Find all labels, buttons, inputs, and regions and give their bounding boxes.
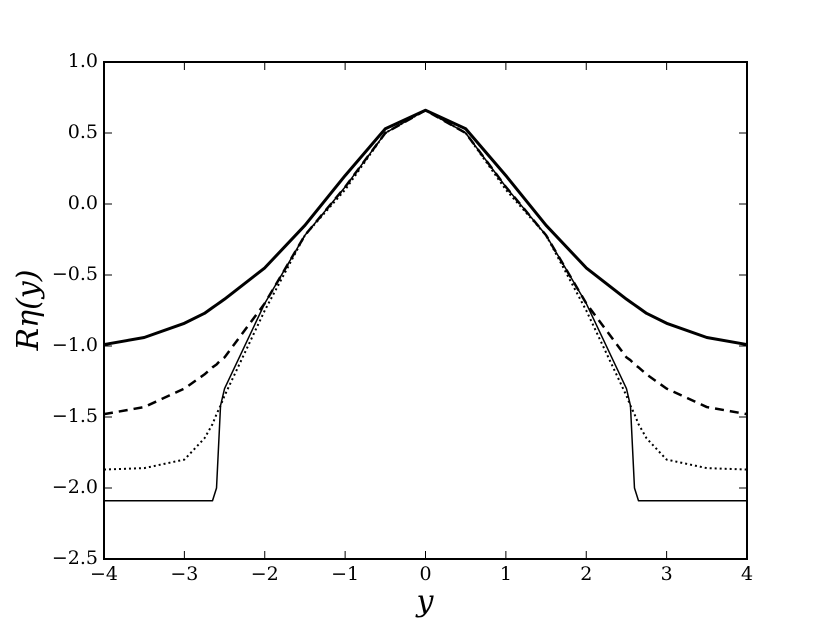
y-tick-label: −1.0 bbox=[52, 334, 98, 356]
x-tick-label: 4 bbox=[741, 563, 753, 585]
y-tick-label: −2.5 bbox=[52, 547, 98, 569]
y-tick-label: 0.5 bbox=[68, 121, 98, 143]
series-line bbox=[103, 109, 748, 471]
y-tick-label: −1.5 bbox=[52, 405, 98, 427]
plot-frame bbox=[103, 61, 748, 560]
x-tick-label: 1 bbox=[500, 563, 512, 585]
y-tick-label: −0.5 bbox=[52, 263, 98, 285]
series-line bbox=[103, 108, 748, 347]
x-tick-label: 3 bbox=[661, 563, 673, 585]
series-line bbox=[103, 109, 748, 416]
series-line bbox=[104, 109, 747, 502]
y-tick-label: −2.0 bbox=[52, 476, 98, 498]
y-tick-label: 1.0 bbox=[68, 50, 98, 72]
x-tick-label: −3 bbox=[170, 563, 198, 585]
x-tick-label: 0 bbox=[419, 563, 431, 585]
x-tick-label: −1 bbox=[331, 563, 359, 585]
x-tick-label: −4 bbox=[90, 563, 118, 585]
x-tick-label: −2 bbox=[251, 563, 279, 585]
y-axis-label: Rη(y) bbox=[11, 270, 46, 352]
x-tick-label: 2 bbox=[580, 563, 592, 585]
x-axis-label: y bbox=[415, 584, 435, 619]
y-tick-label: 0.0 bbox=[68, 192, 98, 214]
